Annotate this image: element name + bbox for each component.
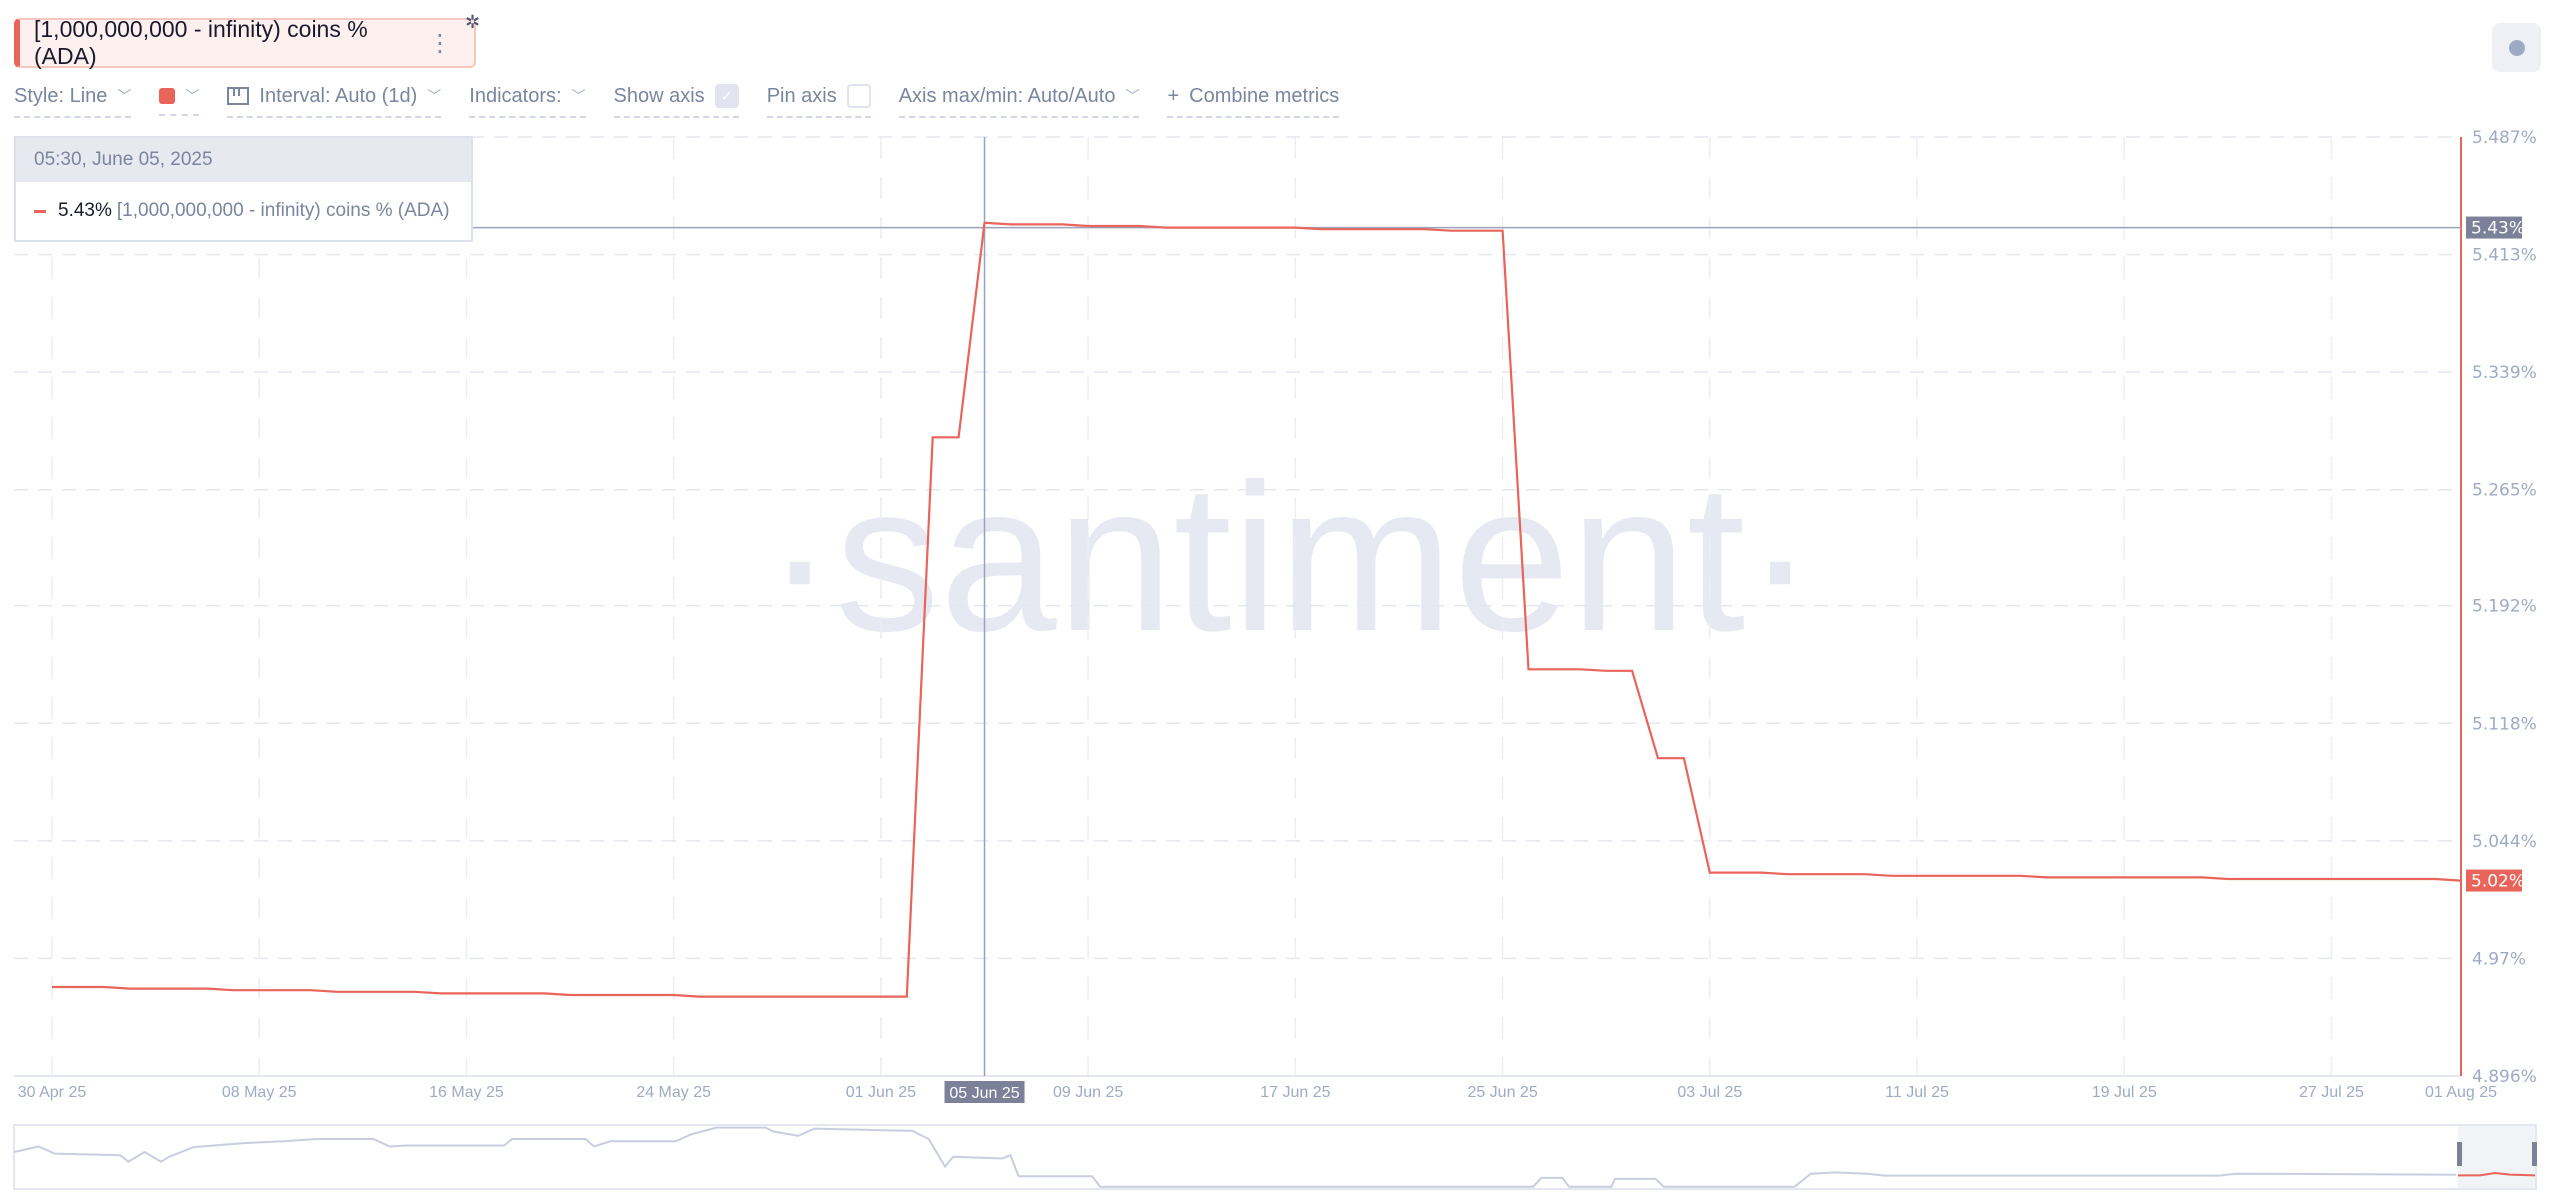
x-tick-label: 03 Jul 25 (1677, 1084, 1742, 1101)
record-button[interactable] (2492, 23, 2541, 72)
x-tick-label: 01 Jun 25 (846, 1084, 916, 1101)
x-tick-label: 19 Jul 25 (2092, 1084, 2157, 1101)
indicators-label: Indicators: (469, 84, 562, 107)
style-label: Style: Line (14, 84, 108, 107)
x-tick-label: 30 Apr 25 (18, 1084, 87, 1101)
chevron-down-icon: ﹀ (185, 88, 200, 104)
chart-toolbar: Style: Line ﹀ ﹀ Interval: Auto (1d) ﹀ Indi… (14, 84, 1367, 118)
y-tick-label: 5.192% (2472, 597, 2537, 617)
navigator-line (13, 1126, 2457, 1188)
x-tick-label: 01 Aug 25 (2425, 1084, 2497, 1101)
navigator-selected-line (2458, 1172, 2536, 1177)
chevron-down-icon: ﹀ (1125, 88, 1140, 104)
x-tick-label: 08 May 25 (222, 1084, 297, 1101)
interval-dropdown[interactable]: Interval: Auto (1d) ﹀ (227, 84, 442, 118)
pin-axis-label: Pin axis (766, 84, 837, 107)
y-tick-label: 4.97% (2472, 949, 2526, 969)
grid (14, 136, 2462, 1077)
navigator-handle-left (2457, 1142, 2462, 1166)
axis-maxmin-label: Axis max/min: Auto/Auto (898, 84, 1116, 107)
series-line (52, 221, 2462, 998)
axis-maxmin-dropdown[interactable]: Axis max/min: Auto/Auto ﹀ (898, 84, 1140, 118)
tooltip-series-name: [1,000,000,000 - infinity) coins % (ADA) (116, 200, 450, 221)
interval-label: Interval: Auto (1d) (259, 84, 418, 107)
navigator[interactable] (13, 1124, 2537, 1190)
style-dropdown[interactable]: Style: Line ﹀ (14, 84, 132, 118)
navigator-selection (2458, 1126, 2535, 1188)
x-tick-label: 27 Jul 25 (2299, 1084, 2364, 1101)
crosshair-date-label: 05 Jun 25 (949, 1085, 1019, 1102)
combine-metrics-button[interactable]: + Combine metrics (1167, 84, 1340, 118)
x-tick-label: 25 Jun 25 (1467, 1084, 1537, 1101)
crosshair-value-label: 5.43% (2471, 219, 2525, 239)
axis-badges: 05 Jun 25 5.43% 5.02% (944, 216, 2525, 1103)
tooltip-date: 05:30, June 05, 2025 (16, 138, 471, 182)
y-tick-label: 5.413% (2472, 246, 2537, 266)
show-axis-checkbox[interactable]: ✓ (714, 84, 739, 108)
show-axis-toggle[interactable]: Show axis ✓ (613, 84, 739, 118)
pin-axis-toggle[interactable]: Pin axis (766, 84, 871, 118)
ruler-icon (227, 87, 250, 105)
y-tick-label: 5.487% (2472, 128, 2537, 148)
y-tick-label: 5.118% (2472, 714, 2537, 734)
x-tick-label: 16 May 25 (429, 1084, 504, 1101)
combine-metrics-label: Combine metrics (1189, 84, 1340, 107)
tooltip-row: 5.43% [1,000,000,000 - infinity) coins %… (16, 182, 471, 240)
record-dot-icon (2508, 39, 2525, 56)
crosshair-date-badge (944, 1081, 1025, 1103)
show-axis-label: Show axis (613, 84, 705, 107)
x-tick-label: 17 Jun 25 (1260, 1084, 1330, 1101)
y-tick-label: 5.044% (2472, 832, 2537, 852)
x-tick-label: 24 May 25 (636, 1084, 711, 1101)
last-value-label: 5.02% (2471, 872, 2525, 892)
chevron-down-icon: ﹀ (571, 88, 586, 104)
tooltip: 05:30, June 05, 2025 5.43% [1,000,000,00… (14, 136, 473, 242)
chevron-down-icon: ﹀ (117, 88, 132, 104)
x-tick-label: 09 Jun 25 (1053, 1084, 1123, 1101)
y-tick-label: 4.896% (2472, 1067, 2537, 1087)
y-axis: 5.487% 5.413% 5.339% 5.265% 5.192% 5.118% 5.04… (2472, 128, 2537, 1087)
plus-icon: + (1167, 84, 1180, 107)
color-dropdown[interactable]: ﹀ (159, 86, 200, 116)
y-tick-label: 5.265% (2472, 481, 2537, 501)
gear-icon[interactable]: ✲ (465, 12, 481, 32)
crosshair-value-badge (2466, 216, 2522, 239)
tooltip-value: 5.43% (58, 200, 112, 221)
navigator-handle-right (2532, 1142, 2537, 1166)
y-tick-label: 5.339% (2472, 363, 2537, 383)
last-value-badge (2466, 869, 2522, 892)
indicators-dropdown[interactable]: Indicators: ﹀ (469, 84, 586, 118)
metric-label: [1,000,000,000 - infinity) coins % (ADA) (34, 16, 368, 69)
x-axis: 30 Apr 25 08 May 25 16 May 25 24 May 25 01 J… (18, 1084, 2497, 1101)
pin-axis-checkbox[interactable] (846, 84, 871, 108)
vertical-dots-icon[interactable]: ⋮ (428, 29, 452, 57)
color-swatch (159, 88, 176, 104)
chevron-down-icon: ﹀ (427, 88, 442, 104)
series-color-marker (34, 209, 46, 213)
x-tick-label: 11 Jul 25 (1885, 1084, 1949, 1101)
santiment-watermark: ·santiment· (765, 440, 1815, 675)
metric-chip[interactable]: [1,000,000,000 - infinity) coins % (ADA)… (14, 16, 476, 69)
navigator-frame (13, 1124, 2537, 1190)
